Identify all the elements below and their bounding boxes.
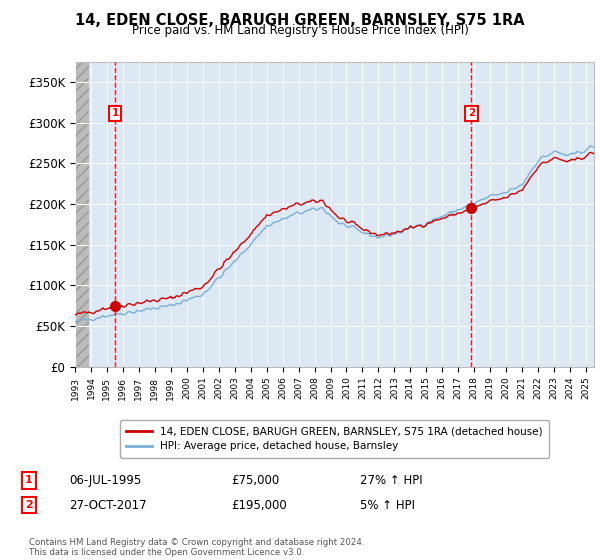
Text: £195,000: £195,000 xyxy=(231,498,287,512)
Text: 2: 2 xyxy=(25,500,32,510)
Text: 1: 1 xyxy=(112,109,119,119)
Text: 06-JUL-1995: 06-JUL-1995 xyxy=(69,474,141,487)
Bar xyxy=(75,62,89,367)
Text: £75,000: £75,000 xyxy=(231,474,279,487)
Text: Price paid vs. HM Land Registry's House Price Index (HPI): Price paid vs. HM Land Registry's House … xyxy=(131,24,469,38)
Text: 1: 1 xyxy=(25,475,32,486)
Text: 2: 2 xyxy=(468,109,475,119)
Text: 5% ↑ HPI: 5% ↑ HPI xyxy=(360,498,415,512)
Text: 27-OCT-2017: 27-OCT-2017 xyxy=(69,498,146,512)
Legend: 14, EDEN CLOSE, BARUGH GREEN, BARNSLEY, S75 1RA (detached house), HPI: Average p: 14, EDEN CLOSE, BARUGH GREEN, BARNSLEY, … xyxy=(120,420,549,458)
Text: Contains HM Land Registry data © Crown copyright and database right 2024.
This d: Contains HM Land Registry data © Crown c… xyxy=(29,538,364,557)
Text: 27% ↑ HPI: 27% ↑ HPI xyxy=(360,474,422,487)
Text: 14, EDEN CLOSE, BARUGH GREEN, BARNSLEY, S75 1RA: 14, EDEN CLOSE, BARUGH GREEN, BARNSLEY, … xyxy=(75,13,525,27)
